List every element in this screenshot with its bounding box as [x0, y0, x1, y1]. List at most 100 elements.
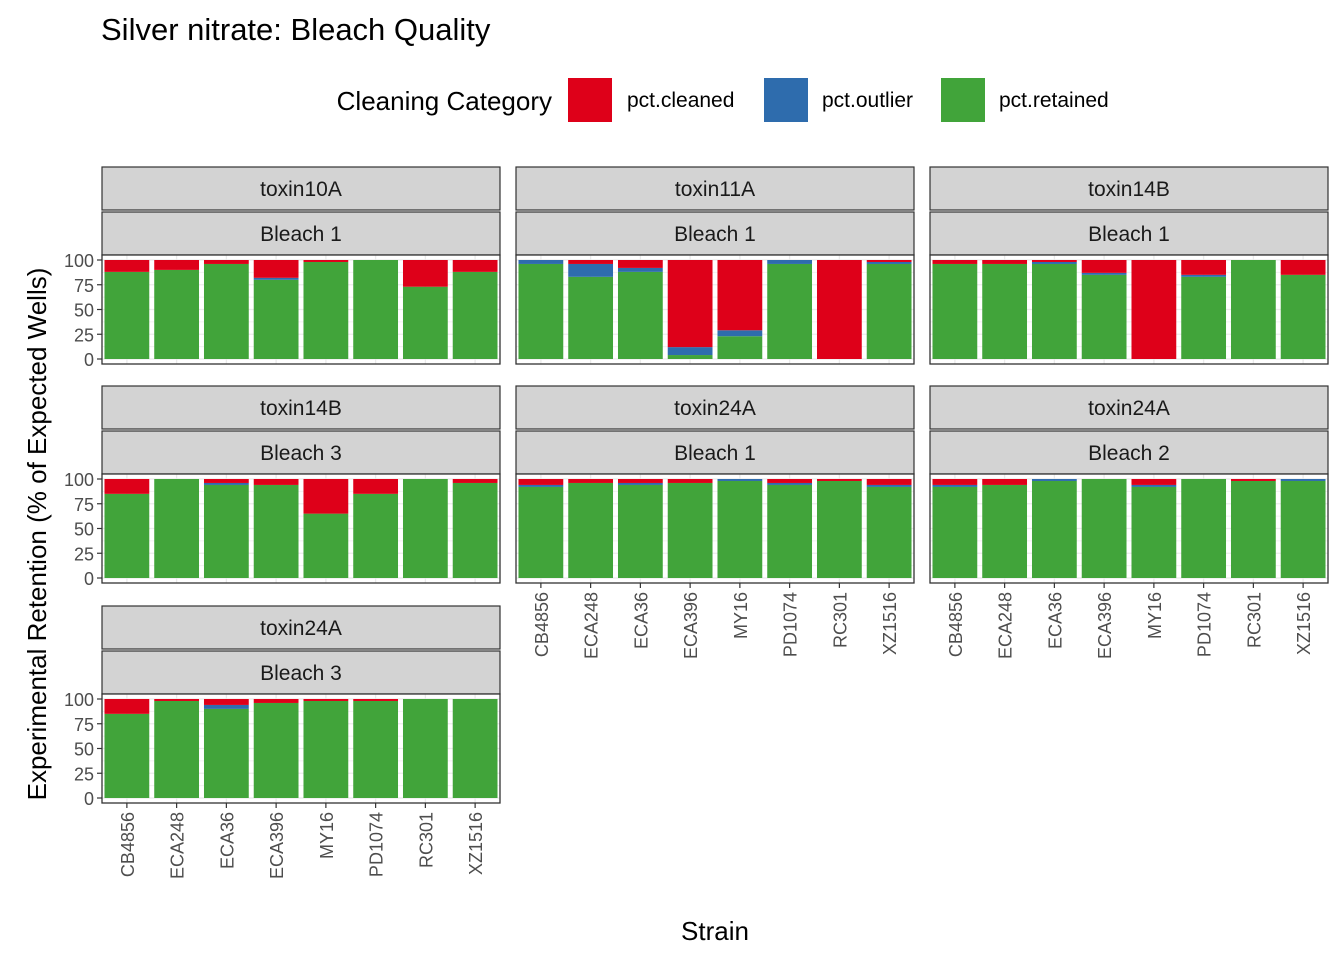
strip-toxin: [929, 385, 1329, 430]
facet-panel-1: toxin10A Bleach 1 0 25 50 75 100: [64, 166, 501, 370]
bar-retained-xz1516: [452, 482, 498, 578]
bar-retained-xz1516: [1280, 480, 1326, 578]
bar-retained-eca36: [617, 271, 663, 359]
bar-cleaned-eca36: [617, 479, 663, 483]
bar-cleaned-xz1516: [452, 479, 498, 483]
x-tick-label-cb4856: CB4856: [118, 812, 138, 877]
facet-panel-5: toxin24A Bleach 1 CB4856 ECA248 ECA36 ECA396 M…: [515, 385, 915, 659]
bar-retained-rc301: [402, 479, 448, 578]
bar-cleaned-pd1074: [353, 699, 399, 701]
x-tick-label-xz1516: XZ1516: [880, 592, 900, 655]
facet-panel-2: toxin11A Bleach 1: [515, 166, 915, 365]
bar-outlier-cb4856: [518, 260, 564, 264]
bar-retained-pd1074: [1181, 479, 1227, 578]
x-tick-label-rc301: RC301: [416, 812, 436, 868]
y-tick-label: 100: [64, 470, 94, 490]
x-tick-label-eca248: ECA248: [996, 592, 1016, 659]
bar-cleaned-cb4856: [104, 479, 150, 494]
y-tick-label: 0: [84, 569, 94, 589]
bar-retained-rc301: [402, 286, 448, 359]
bar-outlier-eca36: [1031, 261, 1077, 264]
bar-retained-cb4856: [932, 263, 978, 359]
bar-cleaned-pd1074: [767, 479, 813, 483]
bar-retained-eca36: [203, 484, 249, 578]
bar-retained-eca248: [982, 263, 1028, 359]
legend-label-cleaned: pct.cleaned: [627, 89, 734, 112]
x-tick-label-eca36: ECA36: [217, 812, 237, 869]
bar-retained-eca248: [154, 700, 200, 798]
x-tick-label-cb4856: CB4856: [946, 592, 966, 657]
y-tick-label: 25: [74, 325, 94, 345]
bar-retained-pd1074: [353, 700, 399, 798]
bar-retained-rc301: [1230, 260, 1276, 359]
bar-retained-eca248: [154, 479, 200, 578]
bar-outlier-my16: [717, 479, 763, 481]
y-tick-label: 0: [84, 350, 94, 370]
bar-outlier-eca36: [203, 704, 249, 709]
bar-outlier-my16: [1131, 484, 1177, 487]
bar-retained-pd1074: [353, 260, 399, 359]
bar-cleaned-eca36: [203, 260, 249, 264]
bar-cleaned-my16: [717, 260, 763, 331]
bar-cleaned-my16: [1131, 260, 1177, 359]
bar-cleaned-rc301: [1230, 479, 1276, 481]
bar-retained-pd1074: [767, 484, 813, 578]
bar-retained-pd1074: [767, 263, 813, 359]
x-tick-label-pd1074: PD1074: [781, 592, 801, 657]
bar-outlier-eca396: [1081, 272, 1127, 275]
strip-toxin: [515, 385, 915, 430]
legend-label-outlier: pct.outlier: [822, 89, 913, 112]
x-tick-label-eca396: ECA396: [267, 812, 287, 879]
bar-retained-eca36: [1031, 263, 1077, 359]
y-tick-label: 25: [74, 544, 94, 564]
bar-cleaned-eca396: [667, 479, 713, 483]
x-tick-label-pd1074: PD1074: [367, 812, 387, 877]
bar-cleaned-pd1074: [1181, 260, 1227, 275]
strip-bleach-label: Bleach 3: [260, 662, 342, 685]
bar-retained-xz1516: [1280, 274, 1326, 359]
x-tick-label-xz1516: XZ1516: [466, 812, 486, 875]
bar-retained-eca36: [203, 708, 249, 798]
strip-toxin-label: toxin24A: [260, 617, 342, 640]
bar-cleaned-eca36: [1031, 260, 1077, 262]
strip-bleach: [929, 430, 1329, 475]
bar-outlier-cb4856: [932, 484, 978, 487]
bar-retained-pd1074: [1181, 276, 1227, 359]
bar-retained-eca396: [253, 702, 299, 798]
panel-border: [929, 254, 1329, 365]
bar-retained-my16: [303, 261, 349, 359]
bar-retained-eca396: [667, 355, 713, 359]
x-tick-label-rc301: RC301: [830, 592, 850, 648]
bar-cleaned-my16: [1131, 479, 1177, 485]
bar-cleaned-rc301: [402, 260, 448, 287]
strip-toxin: [101, 385, 501, 430]
bar-outlier-eca36: [617, 267, 663, 272]
bar-retained-eca396: [1081, 274, 1127, 359]
strip-toxin: [515, 166, 915, 211]
y-tick-label: 100: [64, 251, 94, 271]
bar-retained-rc301: [402, 699, 448, 798]
bar-retained-rc301: [816, 480, 862, 578]
bar-retained-pd1074: [353, 493, 399, 578]
bar-retained-cb4856: [932, 486, 978, 578]
legend: Cleaning Category pct.cleaned pct.outlie…: [337, 78, 1109, 122]
strip-bleach-label: Bleach 1: [674, 223, 756, 246]
bar-outlier-eca36: [1031, 479, 1077, 481]
bar-cleaned-eca396: [1081, 260, 1127, 273]
facet-panels: toxin10A Bleach 1 0 25 50 75 100 toxin11A Bleach…: [64, 166, 1329, 879]
x-tick-label-cb4856: CB4856: [532, 592, 552, 657]
bar-outlier-eca396: [667, 347, 713, 356]
x-tick-label-eca248: ECA248: [168, 812, 188, 879]
x-axis-label: Strain: [681, 916, 749, 946]
bar-outlier-xz1516: [1280, 479, 1326, 481]
bar-retained-eca36: [203, 263, 249, 359]
strip-toxin-label: toxin24A: [1088, 397, 1170, 420]
bar-outlier-pd1074: [767, 260, 813, 264]
facet-panel-3: toxin14B Bleach 1: [929, 166, 1329, 365]
bar-retained-my16: [303, 700, 349, 798]
strip-bleach: [101, 211, 501, 256]
bar-retained-eca396: [1081, 479, 1127, 578]
bar-cleaned-rc301: [816, 260, 862, 359]
x-tick-label-xz1516: XZ1516: [1294, 592, 1314, 655]
y-axis-label: Experimental Retention (% of Expected We…: [22, 268, 52, 801]
